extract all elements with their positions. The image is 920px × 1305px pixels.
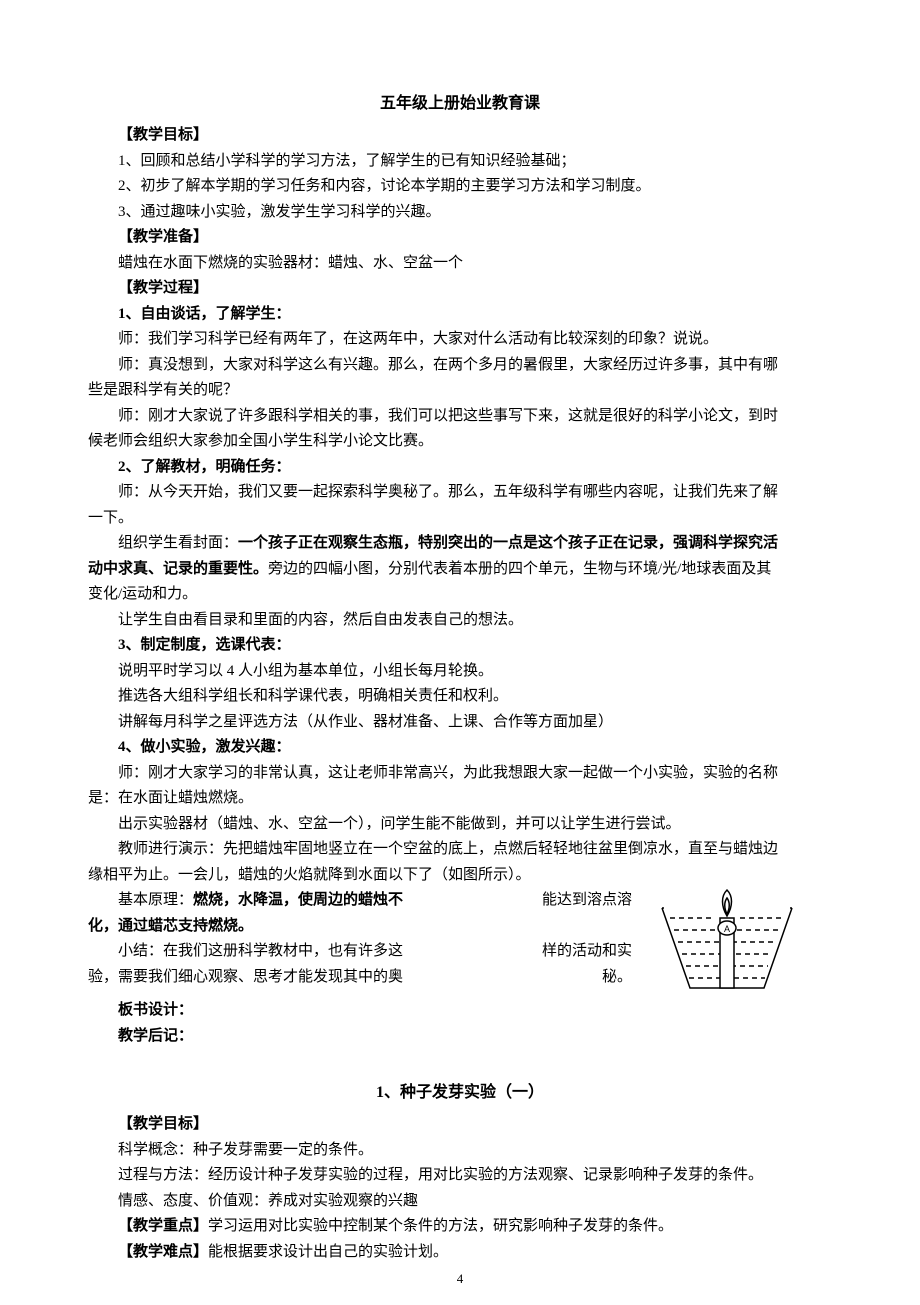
body-text-tail: 样的活动和实: [512, 939, 632, 965]
focus-text: 学习运用对比实验中控制某个条件的方法，研究影响种子发芽的条件。: [208, 1218, 673, 1234]
body-text: 科学概念：种子发芽需要一定的条件。: [88, 1138, 832, 1164]
body-text-span: 小结：在我们这册科学教材中，也有许多这: [118, 943, 403, 959]
body-text: 组织学生看封面：一个孩子正在观察生态瓶，特别突出的一点是这个孩子正在记录，强调科…: [88, 531, 832, 557]
body-text: 师：从今天开始，我们又要一起探索科学奥秘了。那么，五年级科学有哪些内容呢，让我们…: [88, 480, 832, 506]
body-text: 说明平时学习以 4 人小组为基本单位，小组长每月轮换。: [88, 659, 832, 685]
body-text: 师：我们学习科学已经有两年了，在这两年中，大家对什么活动有比较深刻的印象？说说。: [88, 327, 832, 353]
body-text: 教师进行演示：先把蜡烛牢固地竖立在一个空盆的底上，点燃后轻轻地往盆里倒凉水，直至…: [88, 837, 832, 863]
body-text: 推选各大组科学组长和科学课代表，明确相关责任和权利。: [88, 684, 832, 710]
body-text-span: 基本原理：: [118, 892, 193, 908]
body-text: 出示实验器材（蜡烛、水、空盆一个），问学生能不能做到，并可以让学生进行尝试。: [88, 812, 832, 838]
prep-head: 【教学准备】: [88, 225, 832, 251]
body-text-span: 验，需要我们细心观察、思考才能发现其中的奥: [88, 969, 403, 985]
candle-bowl-diagram: A: [652, 888, 802, 998]
step-3-head: 3、制定制度，选课代表：: [88, 633, 832, 659]
difficulty-text: 能根据要求设计出自己的实验计划。: [208, 1244, 448, 1260]
body-text: 动中求真、记录的重要性。旁边的四幅小图，分别代表着本册的四个单元，生物与环境/光…: [88, 557, 832, 583]
page-number: 4: [0, 1268, 920, 1290]
lesson-2-title: 1、种子发芽实验（一）: [88, 1079, 832, 1106]
focus-line: 【教学重点】学习运用对比实验中控制某个条件的方法，研究影响种子发芽的条件。: [88, 1214, 832, 1240]
body-text: 缘相平为止。一会儿，蜡烛的火焰就降到水面以下了（如图所示）。: [88, 863, 832, 889]
lesson-title: 五年级上册始业教育课: [88, 90, 832, 117]
step-4-head: 4、做小实验，激发兴趣：: [88, 735, 832, 761]
body-text: 过程与方法：经历设计种子发芽实验的过程，用对比实验的方法观察、记录影响种子发芽的…: [88, 1163, 832, 1189]
process-head: 【教学过程】: [88, 276, 832, 302]
bold-text: 动中求真、记录的重要性。: [88, 561, 268, 577]
body-text: 是：在水面让蜡烛燃烧。: [88, 786, 832, 812]
objective-item: 1、回顾和总结小学科学的学习方法，了解学生的已有知识经验基础；: [88, 149, 832, 175]
body-text: 变化/运动和力。: [88, 582, 832, 608]
body-text: 些是跟科学有关的呢？: [88, 378, 832, 404]
prep-text: 蜡烛在水面下燃烧的实验器材：蜡烛、水、空盆一个: [88, 251, 832, 277]
difficulty-line: 【教学难点】能根据要求设计出自己的实验计划。: [88, 1240, 832, 1266]
body-text: 候老师会组织大家参加全国小学生科学小论文比赛。: [88, 429, 832, 455]
body-text-tail: 秘。: [602, 965, 632, 991]
body-text: 情感、态度、价值观：养成对实验观察的兴趣: [88, 1189, 832, 1215]
step-2-head: 2、了解教材，明确任务：: [88, 455, 832, 481]
teaching-notes-head: 教学后记：: [88, 1024, 832, 1050]
difficulty-head: 【教学难点】: [118, 1244, 208, 1260]
body-text: 师：真没想到，大家对科学这么有兴趣。那么，在两个多月的暑假里，大家经历过许多事，…: [88, 353, 832, 379]
objective-item: 2、初步了解本学期的学习任务和内容，讨论本学期的主要学习方法和学习制度。: [88, 174, 832, 200]
objectives-head-2: 【教学目标】: [88, 1112, 832, 1138]
body-text-tail: 能达到溶点溶: [512, 888, 632, 914]
svg-text:A: A: [724, 924, 730, 934]
body-text-span: 旁边的四幅小图，分别代表着本册的四个单元，生物与环境/光/地球表面及其: [268, 561, 771, 577]
step-1-head: 1、自由谈话，了解学生：: [88, 302, 832, 328]
objectives-head: 【教学目标】: [88, 123, 832, 149]
body-text: 让学生自由看目录和里面的内容，然后自由发表自己的想法。: [88, 608, 832, 634]
objective-item: 3、通过趣味小实验，激发学生学习科学的兴趣。: [88, 200, 832, 226]
bold-text: 一个孩子正在观察生态瓶，特别突出的一点是这个孩子正在记录，强调科学探究活: [238, 535, 778, 551]
body-text-span: 组织学生看封面：: [118, 535, 238, 551]
bold-text: 燃烧，水降温，使周边的蜡烛不: [193, 892, 403, 908]
body-text: 讲解每月科学之星评选方法（从作业、器材准备、上课、合作等方面加星）: [88, 710, 832, 736]
body-text: 师：刚才大家学习的非常认真，这让老师非常高兴，为此我想跟大家一起做一个小实验，实…: [88, 761, 832, 787]
body-text: 师：刚才大家说了许多跟科学相关的事，我们可以把这些事写下来，这就是很好的科学小论…: [88, 404, 832, 430]
board-design-head: 板书设计：: [88, 998, 832, 1024]
focus-head: 【教学重点】: [118, 1218, 208, 1234]
body-text: 一下。: [88, 506, 832, 532]
